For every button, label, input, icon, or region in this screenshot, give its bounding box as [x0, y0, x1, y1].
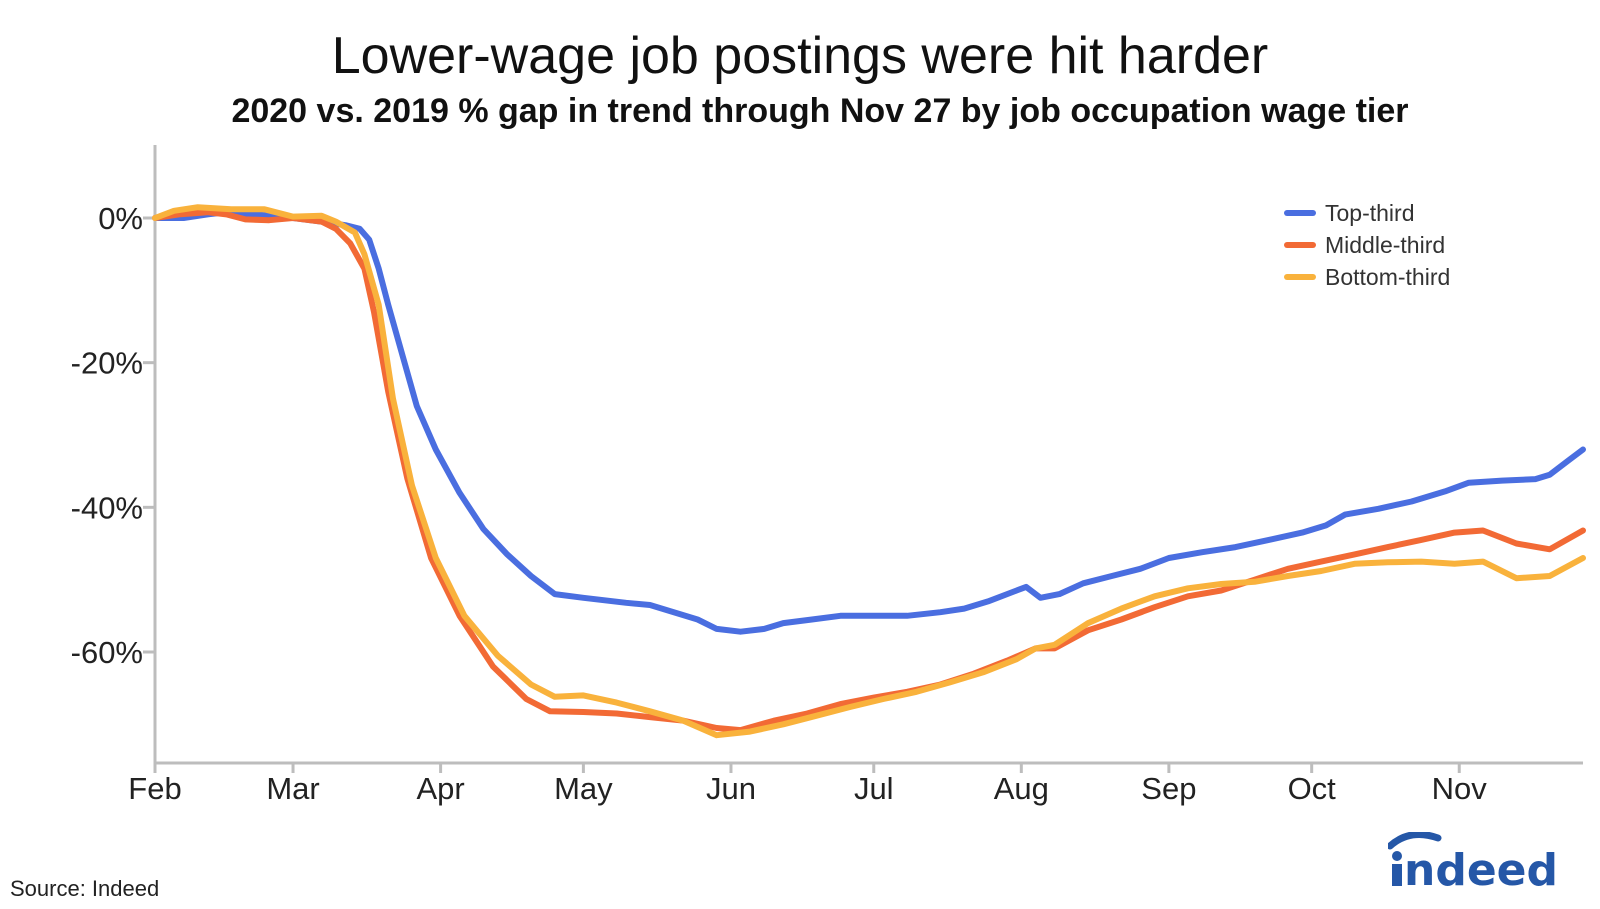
series-line-middle-third: [152, 209, 1586, 734]
series-line-bottom-third: [152, 204, 1586, 739]
y-tick-label: -40%: [71, 490, 143, 525]
x-tick-label: Nov: [1432, 771, 1488, 806]
x-tick-label: Feb: [128, 771, 181, 806]
x-tick-label: Jun: [706, 771, 756, 806]
x-tick-label: Apr: [416, 771, 464, 806]
legend-label: Middle-third: [1325, 232, 1445, 258]
source-note: Source: Indeed: [10, 876, 160, 901]
x-tick-label: Aug: [994, 771, 1049, 806]
y-tick-label: -20%: [71, 346, 143, 381]
chart-title: Lower-wage job postings were hit harder: [331, 27, 1269, 85]
chart-subtitle: 2020 vs. 2019 % gap in trend through Nov…: [231, 92, 1409, 130]
x-tick-label: Mar: [266, 771, 319, 806]
legend-label: Top-third: [1325, 200, 1414, 226]
indeed-logo: ndeed: [1388, 832, 1558, 888]
x-tick-label: Jul: [854, 771, 894, 806]
legend-label: Bottom-third: [1325, 264, 1450, 290]
x-tick-label: Sep: [1141, 771, 1196, 806]
series-line-top-third: [152, 209, 1586, 635]
svg-text:ndeed: ndeed: [1404, 845, 1558, 888]
x-tick-label: May: [554, 771, 613, 806]
x-tick-label: Oct: [1288, 771, 1337, 806]
y-tick-label: 0%: [98, 201, 143, 236]
y-tick-label: -60%: [71, 635, 143, 670]
